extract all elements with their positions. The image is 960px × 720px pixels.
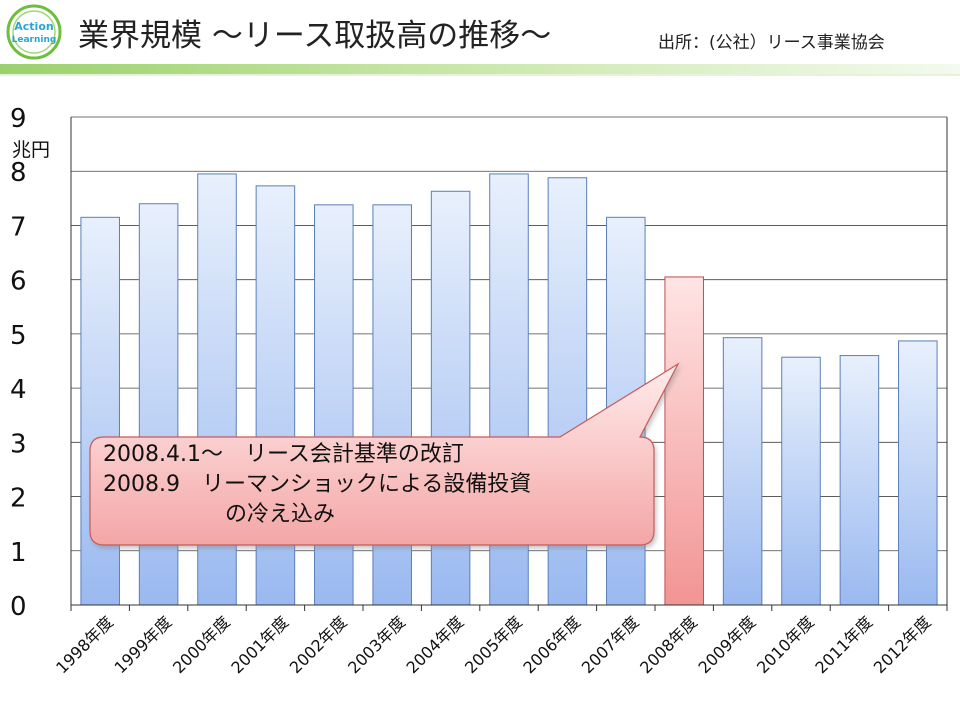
y-tick-9: 9 xyxy=(10,104,27,134)
callout-bubble xyxy=(89,362,680,546)
callout-text: 2008.4.1〜 リース会計基準の改訂 2008.9 リーマンショックによる設… xyxy=(103,440,531,530)
bar-2012年度 xyxy=(898,340,938,606)
bar-1998年度 xyxy=(80,216,120,606)
y-tick-3: 3 xyxy=(10,429,27,459)
x-tick-2009年度: 2009年度 xyxy=(695,612,760,677)
header-rule xyxy=(0,64,960,74)
x-tick-2000年度: 2000年度 xyxy=(169,612,234,677)
callout-line-2: 2008.9 リーマンショックによる設備投資 xyxy=(103,472,532,497)
x-tick-1998年度: 1998年度 xyxy=(52,612,117,677)
x-tick-2004年度: 2004年度 xyxy=(403,612,468,677)
x-tick-2005年度: 2005年度 xyxy=(461,612,526,677)
logo-text-action: Action xyxy=(14,20,53,33)
header-rule-thin xyxy=(0,74,960,76)
slide-header: Action Learning 業界規模 〜リース取扱高の推移〜 出所：(公社）… xyxy=(0,0,960,76)
callout-line-1: 2008.4.1〜 リース会計基準の改訂 xyxy=(103,442,464,467)
bar-2011年度 xyxy=(839,355,880,606)
x-tick-1999年度: 1999年度 xyxy=(111,612,176,677)
x-tick-2001年度: 2001年度 xyxy=(227,612,292,677)
y-tick-8: 8 xyxy=(10,158,27,188)
y-tick-6: 6 xyxy=(10,267,27,297)
bar-2008年度 xyxy=(664,276,704,606)
y-tick-7: 7 xyxy=(10,212,27,242)
callout-line-3: の冷え込み xyxy=(225,502,336,527)
axes xyxy=(70,117,948,611)
bar-2010年度 xyxy=(781,356,821,606)
x-tick-2002年度: 2002年度 xyxy=(286,612,351,677)
y-tick-5: 5 xyxy=(10,321,27,351)
y-tick-labels: 0 1 2 3 4 5 6 7 8 9 xyxy=(10,104,27,622)
x-tick-2012年度: 2012年度 xyxy=(870,612,935,677)
y-tick-1: 1 xyxy=(10,538,27,568)
x-tick-2007年度: 2007年度 xyxy=(578,612,643,677)
y-tick-0: 0 xyxy=(10,592,27,622)
x-tick-labels: 1998年度1999年度2000年度2001年度2002年度2003年度2004… xyxy=(52,612,934,677)
y-tick-2: 2 xyxy=(10,484,27,514)
action-learning-logo: Action Learning xyxy=(6,4,62,60)
x-tick-2011年度: 2011年度 xyxy=(811,612,876,677)
bar-2009年度 xyxy=(722,337,763,606)
y-unit-label: 兆円 xyxy=(12,139,50,161)
source-note: 出所：(公社）リース事業協会 xyxy=(658,33,885,53)
x-tick-2003年度: 2003年度 xyxy=(344,612,409,677)
logo-text-learning: Learning xyxy=(12,35,57,45)
x-tick-2010年度: 2010年度 xyxy=(753,612,818,677)
y-tick-4: 4 xyxy=(10,375,27,405)
x-tick-2006年度: 2006年度 xyxy=(519,612,584,677)
page-title: 業界規模 〜リース取扱高の推移〜 xyxy=(78,18,552,54)
x-tick-2008年度: 2008年度 xyxy=(636,612,701,677)
